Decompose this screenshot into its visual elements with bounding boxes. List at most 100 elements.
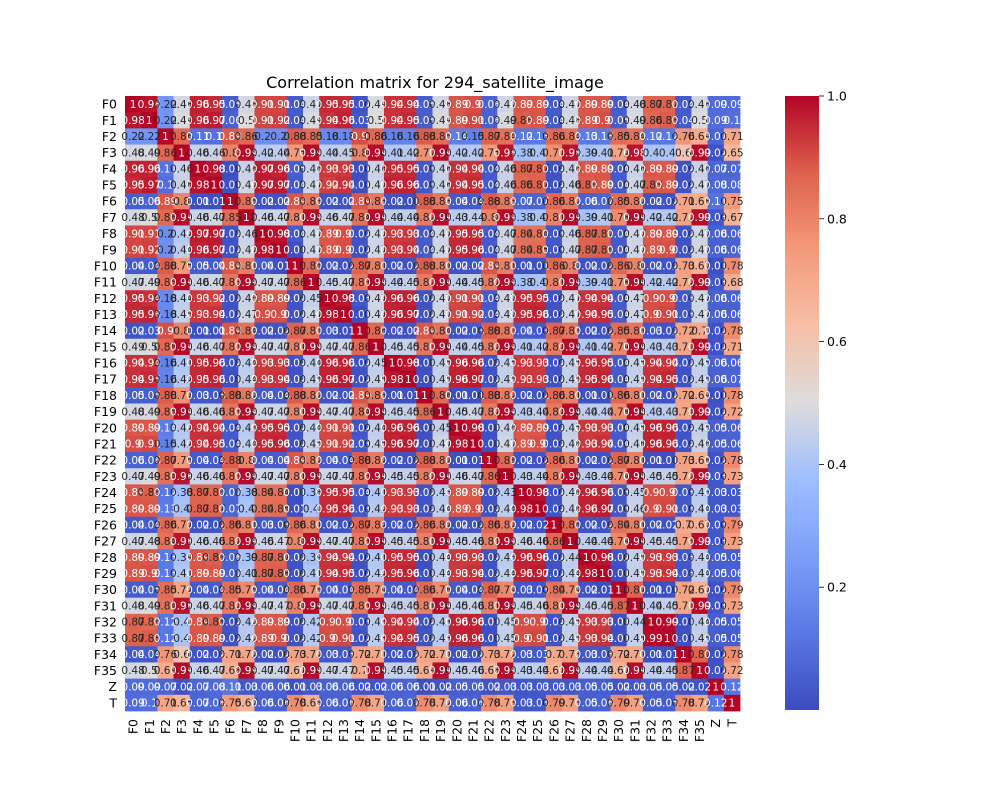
heatmap-cell (141, 274, 158, 291)
heatmap-cell (642, 290, 660, 307)
heatmap-cell (157, 419, 174, 437)
x-tick-label: F0 (126, 719, 141, 734)
heatmap-cell (594, 112, 611, 129)
heatmap-cell (157, 338, 174, 356)
heatmap-cell-label: 0.98 (380, 374, 403, 386)
heatmap-cell (383, 387, 401, 404)
heatmap-cell-label: 1 (373, 342, 380, 354)
heatmap-cell (513, 306, 530, 323)
heatmap-cell (189, 144, 207, 162)
x-tick-label: T (724, 719, 739, 728)
heatmap-cell-label: 1 (324, 293, 331, 305)
heatmap-cell (707, 371, 725, 388)
heatmap-cell (173, 387, 191, 404)
heatmap-cell (675, 160, 692, 178)
heatmap-cell (173, 354, 191, 372)
heatmap-cell (173, 516, 191, 534)
heatmap-cell (400, 484, 417, 501)
heatmap-cell (383, 193, 401, 210)
heatmap-cell (659, 468, 676, 485)
heatmap-cell (675, 403, 692, 421)
heatmap-cell (270, 193, 288, 210)
heatmap-cell (448, 290, 466, 307)
heatmap-cell (707, 500, 725, 518)
heatmap-cell-label: 0.46 (235, 228, 259, 240)
heatmap-cell (189, 96, 207, 113)
heatmap-cell (416, 225, 433, 243)
y-tick-label: F0 (102, 97, 117, 112)
heatmap-cell (351, 225, 369, 243)
heatmap-cell (383, 565, 401, 582)
heatmap-cell-label: 0.71 (720, 342, 743, 354)
heatmap-cell (254, 565, 272, 582)
heatmap-cell (464, 484, 482, 501)
heatmap-cell (691, 516, 709, 534)
heatmap-cell (464, 322, 482, 340)
heatmap-cell (513, 532, 530, 550)
heatmap-cell (481, 128, 498, 145)
heatmap-cell (173, 128, 191, 145)
heatmap-cell (303, 338, 320, 356)
heatmap-cell (205, 532, 223, 550)
heatmap-cell (578, 403, 595, 421)
heatmap-cell (351, 338, 369, 356)
heatmap-cell (222, 435, 239, 453)
heatmap-cell (270, 290, 288, 307)
heatmap-cell (319, 419, 336, 437)
heatmap-cell (464, 338, 482, 356)
heatmap-cell (578, 176, 595, 194)
heatmap-cell (464, 516, 482, 534)
heatmap-cell (319, 112, 336, 129)
heatmap-cell (222, 338, 239, 356)
heatmap-cell (400, 371, 417, 388)
heatmap-cell (335, 160, 352, 178)
heatmap-cell (675, 128, 692, 145)
heatmap-cell (189, 274, 207, 291)
heatmap-cell-label: 1 (356, 325, 363, 337)
heatmap-cell (205, 257, 223, 275)
heatmap-cell (707, 306, 725, 323)
heatmap-cell (594, 128, 611, 145)
x-tick-label: F22 (482, 719, 497, 742)
heatmap-cell (497, 290, 514, 307)
heatmap-cell (400, 549, 417, 566)
heatmap-cell (303, 500, 320, 518)
heatmap-cell (675, 96, 692, 113)
y-tick-label: F12 (94, 291, 117, 306)
heatmap-cell (691, 144, 709, 162)
heatmap-cell (286, 225, 304, 243)
heatmap-cell (125, 209, 142, 226)
heatmap-cell (205, 193, 223, 210)
heatmap-cell (578, 516, 595, 534)
heatmap-cell (238, 209, 255, 226)
heatmap-cell (270, 387, 288, 404)
heatmap-cell (141, 193, 158, 210)
heatmap-cell (432, 112, 450, 129)
heatmap-cell (626, 484, 644, 501)
heatmap-cell (481, 257, 498, 275)
heatmap-cell (529, 387, 547, 404)
heatmap-cell (529, 516, 547, 534)
x-tick-label: F26 (546, 719, 561, 742)
heatmap-cell (481, 112, 498, 129)
heatmap-cell (286, 176, 304, 194)
heatmap-cell (432, 338, 450, 356)
heatmap-cell (205, 549, 223, 566)
heatmap-cell (238, 112, 255, 129)
heatmap-cell (141, 128, 158, 145)
heatmap-cell (561, 419, 579, 437)
heatmap-cell (222, 484, 239, 501)
heatmap-cell (481, 565, 498, 582)
heatmap-cell (448, 257, 466, 275)
heatmap-cell (416, 209, 433, 226)
y-tick-label: F22 (94, 453, 117, 468)
heatmap-cell (594, 435, 611, 453)
heatmap-cell (529, 484, 547, 501)
y-tick-label: T (108, 695, 117, 710)
heatmap-cell (351, 468, 369, 485)
y-tick-label: F8 (102, 226, 117, 241)
colorbar-tick-label: 0.8 (827, 211, 847, 226)
heatmap-cell (270, 96, 288, 113)
heatmap-cell (659, 128, 676, 145)
heatmap-cell (303, 274, 320, 291)
